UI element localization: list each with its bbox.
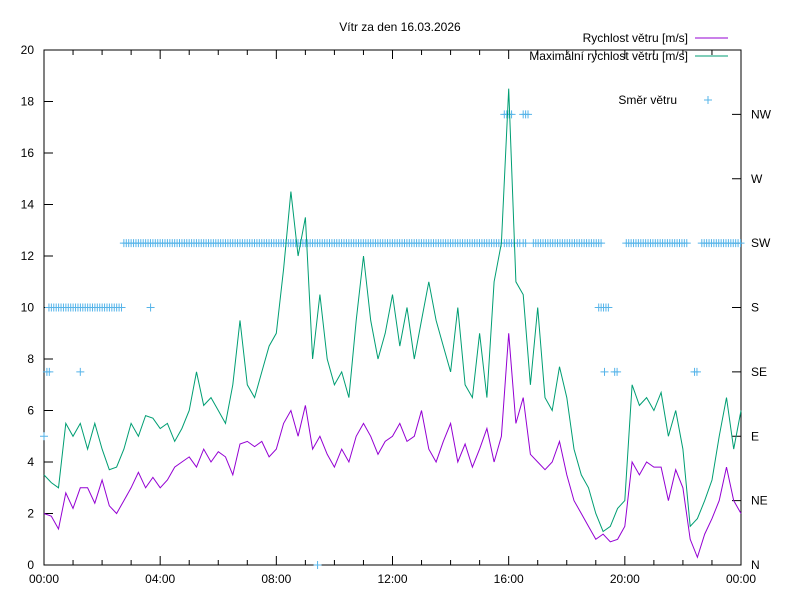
y2-tick-label: S xyxy=(751,301,759,315)
series-gust-line xyxy=(43,88,742,533)
axes: 0 2 4 6 8 10 12 14 16 18 20 N NE E SE S SW W NW 00:00 04:00 0… xyxy=(21,43,772,586)
y-tick-label: 6 xyxy=(27,404,34,418)
y-tick-label: 12 xyxy=(21,249,35,263)
y2-tick-label: NE xyxy=(751,494,768,508)
y2-tick-label: NW xyxy=(751,107,772,121)
x-tick-label: 20:00 xyxy=(610,572,640,586)
direction-point xyxy=(613,367,622,376)
y2-tick-label: SW xyxy=(751,236,771,250)
direction-point xyxy=(521,239,530,248)
y-tick-label: 8 xyxy=(27,352,34,366)
y2-tick-label: W xyxy=(751,172,763,186)
direction-point xyxy=(682,239,691,248)
y-tick-label: 0 xyxy=(27,558,34,572)
direction-point xyxy=(600,367,609,376)
direction-point xyxy=(507,110,516,119)
direction-point xyxy=(692,367,701,376)
legend-label-direction: Směr větru xyxy=(618,93,677,107)
direction-point xyxy=(313,561,322,569)
series-speed-line xyxy=(43,333,742,559)
y2-tick-label: SE xyxy=(751,365,767,379)
x-tick-label: 16:00 xyxy=(494,572,524,586)
direction-point xyxy=(597,239,606,248)
chart-title: Vítr za den 16.03.2026 xyxy=(339,20,461,34)
y2-tick-label: E xyxy=(751,429,759,443)
legend-label-gust: Maximální rychlost větru [m/s] xyxy=(529,49,688,63)
x-tick-label: 08:00 xyxy=(261,572,291,586)
direction-point xyxy=(76,367,85,376)
y2-tick-label: N xyxy=(751,558,760,572)
direction-point xyxy=(524,110,533,119)
direction-point xyxy=(117,303,126,312)
direction-point xyxy=(40,432,48,441)
series-layer xyxy=(40,88,745,569)
y-tick-label: 20 xyxy=(21,43,35,57)
x-tick-label: 00:00 xyxy=(726,572,756,586)
legend-label-speed: Rychlost větru [m/s] xyxy=(583,31,688,45)
x-tick-label: 12:00 xyxy=(377,572,407,586)
direction-point xyxy=(45,367,54,376)
series-direction xyxy=(40,110,745,569)
y-tick-label: 16 xyxy=(21,146,35,160)
legend-swatch-direction xyxy=(704,96,712,104)
y-tick-label: 10 xyxy=(21,301,35,315)
y-tick-label: 4 xyxy=(27,455,34,469)
y-tick-label: 2 xyxy=(27,507,34,521)
direction-point xyxy=(146,303,155,312)
direction-point xyxy=(736,239,745,248)
y-tick-label: 18 xyxy=(21,95,35,109)
y-tick-label: 14 xyxy=(21,198,35,212)
direction-point xyxy=(604,303,613,312)
x-tick-label: 00:00 xyxy=(29,572,59,586)
x-tick-label: 04:00 xyxy=(145,572,175,586)
legend: Rychlost větru [m/s] Maximální rychlost … xyxy=(529,31,728,107)
